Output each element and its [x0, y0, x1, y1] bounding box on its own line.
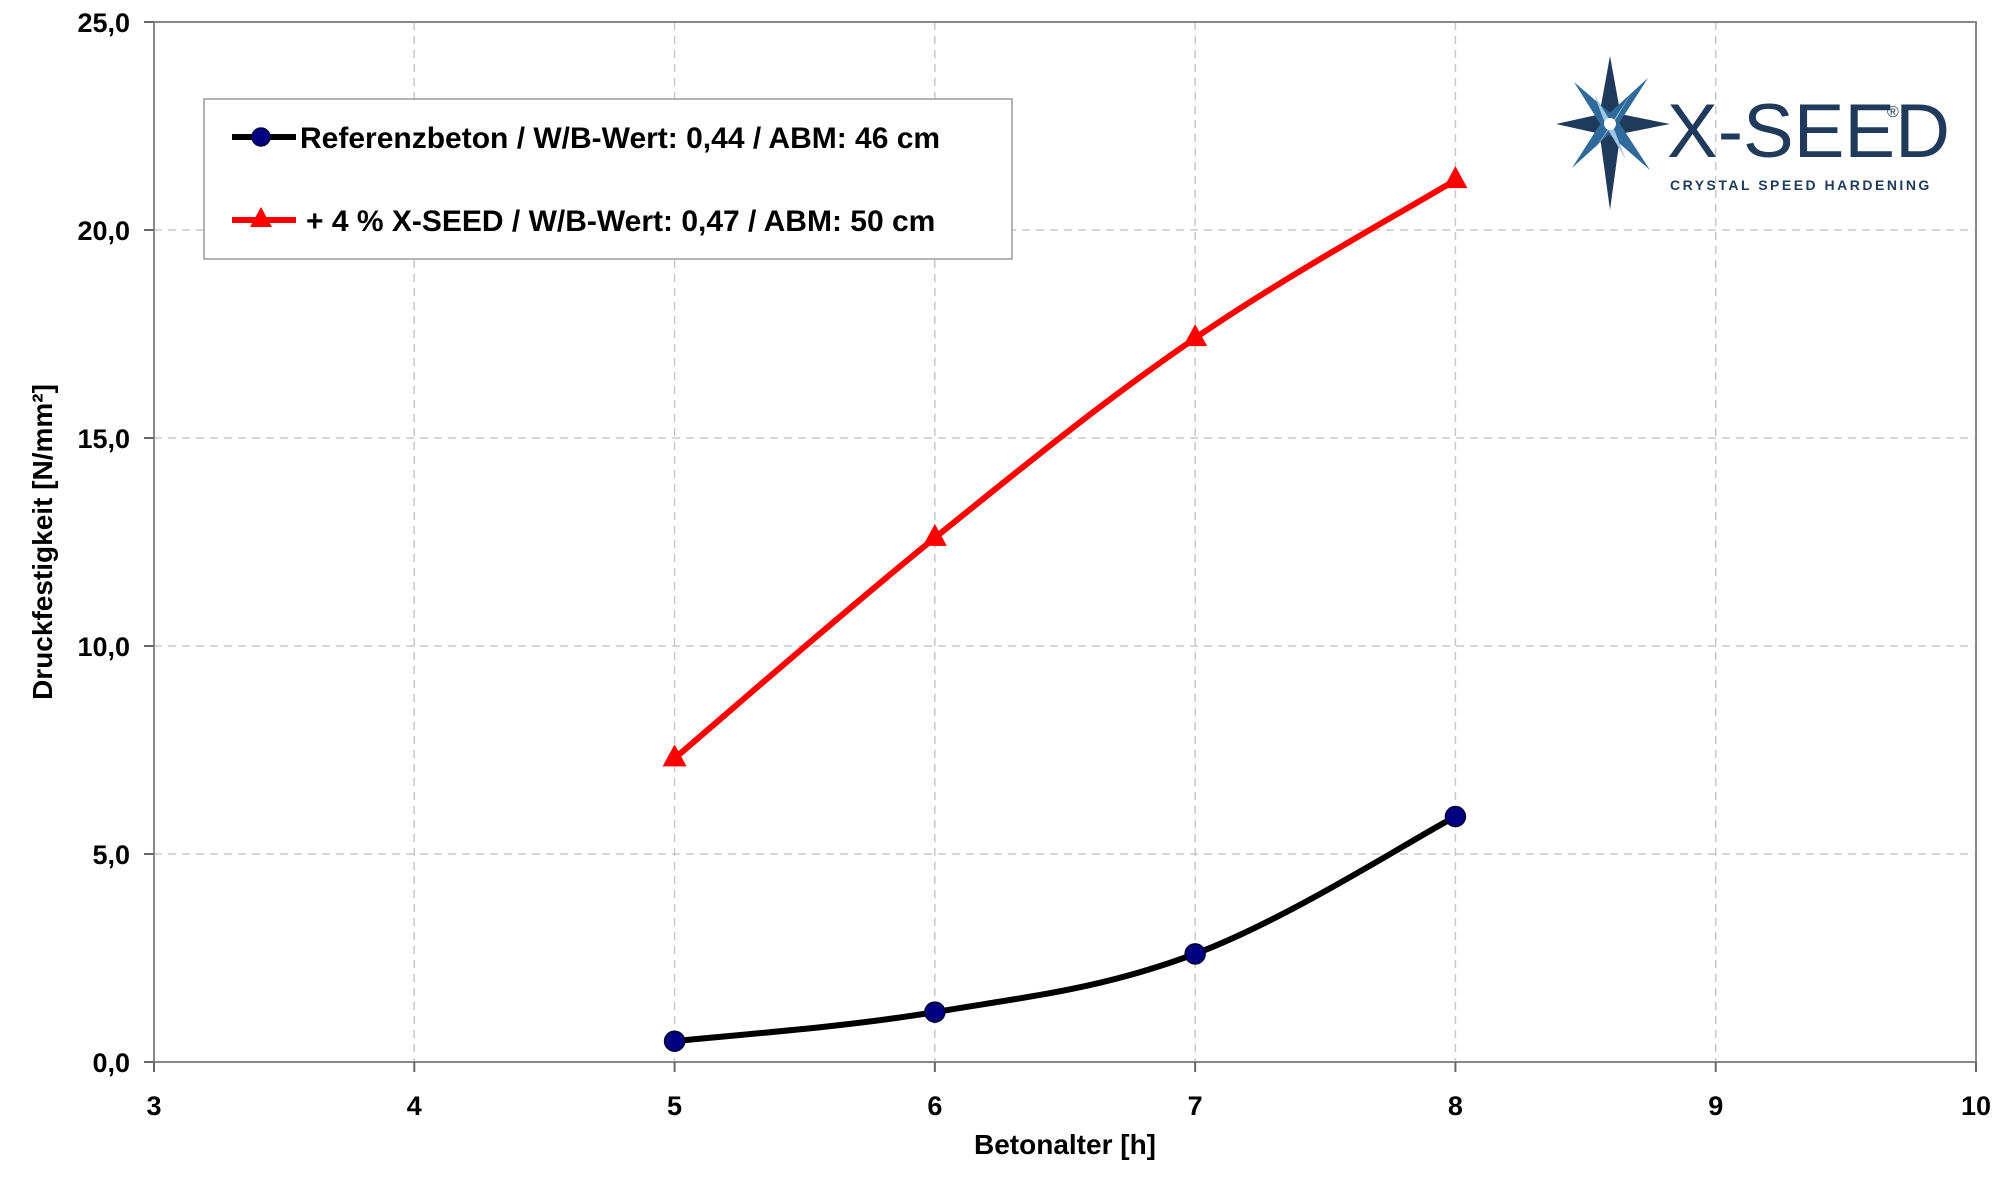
y-tick-label: 25,0: [77, 8, 130, 38]
y-tick-label: 15,0: [77, 424, 130, 454]
x-tick-label: 4: [407, 1091, 422, 1121]
legend-box: [203, 98, 1013, 260]
data-point-0-1: [924, 1001, 946, 1023]
y-tick-label: 10,0: [77, 632, 130, 662]
data-point-1-1: [922, 523, 947, 546]
series-line-1: [671, 177, 1459, 762]
data-point-1-0: [662, 744, 687, 767]
x-tick-label: 3: [146, 1091, 161, 1121]
series: [662, 166, 1468, 1052]
plot-area-frame: [153, 21, 1977, 1063]
y-tick-label: 20,0: [77, 216, 130, 246]
series-line-0: [671, 813, 1459, 1045]
x-seed-logo: X-SEED ® CRYSTAL SPEED HARDENING: [1556, 56, 1950, 210]
data-point-0-0: [663, 1030, 686, 1052]
x-tick-label: 8: [1448, 1091, 1463, 1121]
data-point-0-2: [1184, 943, 1206, 965]
y-tick-label: 5,0: [92, 840, 130, 870]
data-point-1-2: [1183, 324, 1208, 347]
data-point-0-3: [1444, 805, 1467, 828]
legend-marker-circle-0: [251, 127, 271, 147]
x-axis-title: Betonalter [h]: [974, 1129, 1156, 1160]
axis-ticks: 3 4 5 6 7 8 9 10 0,0 5,0 10,0 15,0 20,0 25,0: [77, 8, 1991, 1121]
y-axis-title: Druckfestigkeit [N/mm²]: [27, 384, 58, 700]
legend-marker-triangle-1: [250, 207, 272, 227]
star-crystal-icon: [1556, 56, 1670, 210]
x-tick-label: 10: [1961, 1091, 1991, 1121]
logo-tagline: CRYSTAL SPEED HARDENING: [1670, 177, 1932, 193]
x-tick-label: 9: [1708, 1091, 1723, 1121]
x-tick-label: 5: [667, 1091, 682, 1121]
logo-brand-text: X-SEED: [1667, 89, 1950, 174]
grid: [154, 22, 1976, 1062]
logo-registered-mark: ®: [1887, 104, 1899, 121]
x-tick-label: 7: [1188, 1091, 1203, 1121]
legend-label-1: + 4 % X-SEED / W/B-Wert: 0,47 / ABM: 50 …: [306, 205, 935, 238]
legend: Referenzbeton / W/B-Wert: 0,44 / ABM: 46…: [203, 98, 1013, 260]
data-point-1-3: [1443, 166, 1468, 189]
x-tick-label: 6: [927, 1091, 942, 1121]
legend-label-0: Referenzbeton / W/B-Wert: 0,44 / ABM: 46…: [300, 122, 940, 155]
y-tick-label: 0,0: [92, 1048, 130, 1078]
